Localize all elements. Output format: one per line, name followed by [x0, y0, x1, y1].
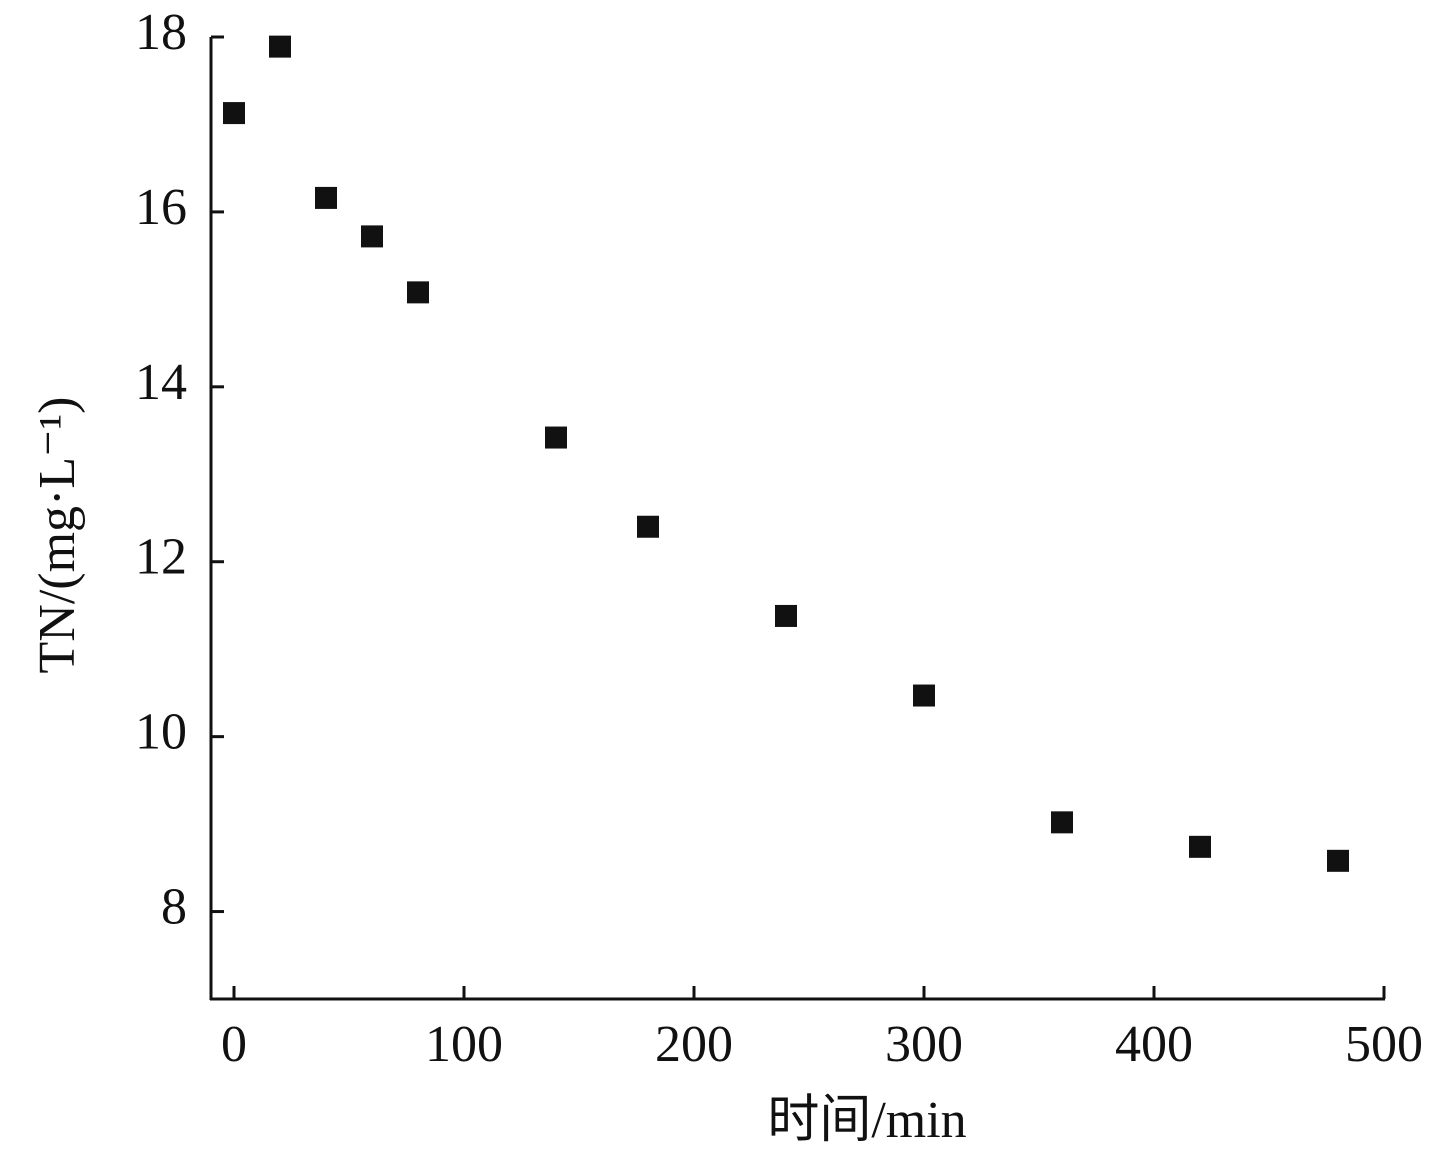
y-axis-title: TN/(mg·L⁻¹)	[29, 397, 86, 674]
y-tick-label: 12	[135, 529, 187, 586]
data-point	[637, 515, 659, 538]
y-tick-label: 8	[161, 878, 187, 935]
data-point	[775, 604, 797, 627]
y-tick-label: 18	[135, 4, 187, 61]
data-point	[223, 102, 245, 125]
data-point	[1327, 849, 1349, 872]
x-tick-label: 300	[885, 1016, 963, 1073]
data-point	[545, 426, 567, 449]
y-tick-label: 10	[135, 704, 187, 761]
data-point	[1051, 811, 1073, 834]
x-tick-label: 100	[425, 1016, 503, 1073]
data-point	[315, 186, 337, 209]
y-tick-label: 16	[135, 179, 187, 236]
y-tick-label: 14	[135, 354, 187, 411]
x-axis-title: 时间/min	[767, 1092, 966, 1149]
x-tick-label: 400	[1115, 1016, 1193, 1073]
data-point	[407, 281, 429, 304]
data-point	[1189, 835, 1211, 858]
data-point	[269, 35, 291, 58]
data-point	[913, 684, 935, 707]
x-tick-label: 500	[1345, 1016, 1423, 1073]
x-tick-label: 0	[221, 1016, 247, 1073]
data-point	[361, 225, 383, 248]
x-tick-label: 200	[655, 1016, 733, 1073]
